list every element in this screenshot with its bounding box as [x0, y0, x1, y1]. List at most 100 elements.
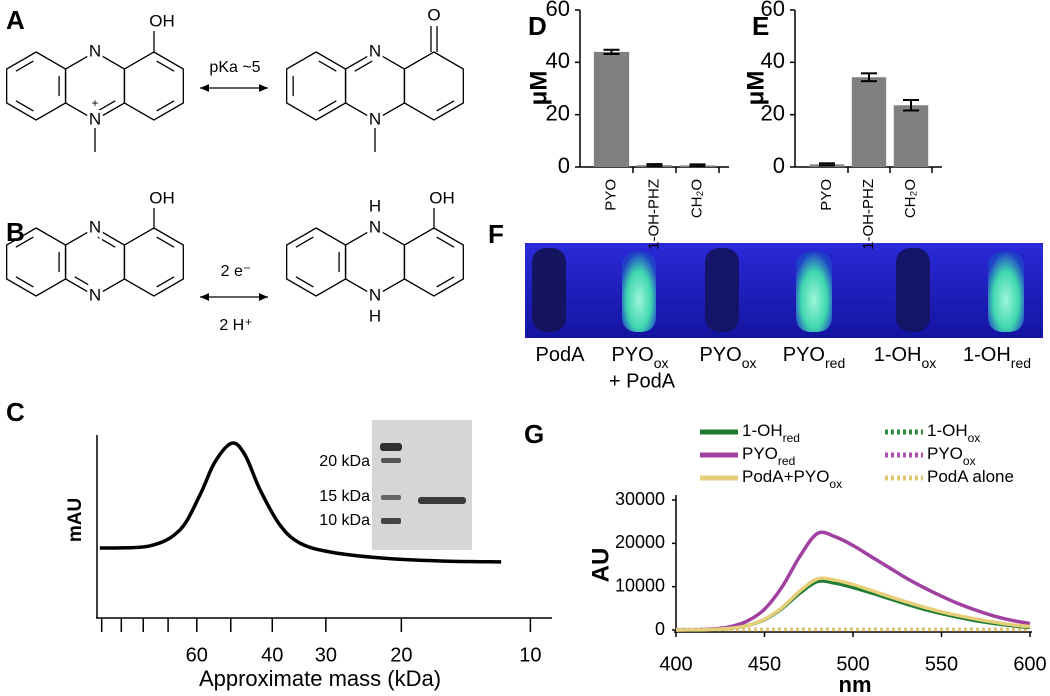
y-axis-label: mAU	[65, 498, 86, 542]
double-bond	[97, 236, 116, 248]
x-tick-label: PYO	[602, 179, 619, 211]
double-bond	[156, 276, 175, 288]
ring	[286, 227, 347, 297]
tube-label-line2: + PodA	[609, 370, 676, 392]
gel-marker-label: 20 kDa	[319, 453, 370, 470]
double-bond	[295, 236, 314, 248]
ring	[123, 51, 184, 121]
atom-label: N	[369, 109, 381, 128]
atom-label: H	[369, 196, 381, 215]
atom-label: N	[369, 41, 381, 60]
ring	[286, 51, 347, 121]
x-tick-label: 30	[315, 644, 337, 666]
y-axis-label: μM	[742, 71, 769, 106]
double-bond	[15, 100, 34, 112]
atom-label: O	[427, 5, 440, 24]
atom-label: H	[369, 306, 381, 325]
x-tick-label: 500	[836, 653, 869, 675]
x-tick-label: 40	[261, 644, 283, 666]
y-tick-label: 10000	[615, 575, 665, 595]
atom-label: N	[369, 285, 381, 304]
x-tick-label: 400	[659, 653, 692, 675]
arrow-label: 2 e⁻	[221, 263, 252, 280]
arrow-label: pKa ~5	[209, 59, 260, 76]
legend-label: PodA+PYOox	[742, 467, 842, 491]
y-tick-label: 60	[546, 0, 570, 21]
double-bond	[156, 236, 175, 248]
y-tick-label: 60	[761, 0, 785, 21]
tube-label-text: PYO	[783, 344, 825, 366]
charge-label: +	[91, 96, 98, 110]
atom-label: OH	[429, 188, 455, 207]
x-tick-label: 20	[390, 644, 412, 666]
y-tick-label: 0	[558, 153, 570, 178]
y-axis-label: AU	[587, 548, 614, 583]
y-tick-label: 20000	[615, 532, 665, 552]
bar	[893, 105, 929, 167]
tube-photo	[525, 243, 1043, 338]
x-axis-label: Approximate mass (kDa)	[199, 666, 441, 691]
double-bond	[15, 276, 34, 288]
double-bond	[295, 276, 314, 288]
double-bond	[354, 60, 373, 72]
x-tick-label: 1-OH-PHZ	[645, 179, 662, 250]
tube-label-text: 1-OH	[874, 344, 922, 366]
tube-label: 1-OHred	[963, 344, 1031, 370]
y-tick-label: 0	[773, 153, 785, 178]
x-tick-label: CH₂O	[688, 179, 705, 218]
legend-label: PYOred	[742, 444, 795, 468]
legend-label: PYOox	[927, 444, 976, 468]
x-axis-label: nm	[839, 672, 872, 696]
panel-label: G	[524, 419, 544, 449]
legend-name: PodA+PYO	[742, 467, 829, 486]
legend-subscript: red	[783, 431, 800, 445]
double-bond	[318, 100, 337, 112]
y-tick-label: 40	[761, 48, 785, 73]
double-bond	[97, 100, 116, 112]
x-tick-label: 1-OH-PHZ	[860, 179, 877, 250]
legend-subscript: ox	[963, 454, 976, 468]
legend-name: PodA alone	[927, 467, 1014, 486]
data-line	[99, 441, 502, 564]
tube-label-subscript: ox	[742, 355, 757, 371]
data-line	[675, 530, 1031, 632]
panel-label: D	[528, 11, 547, 41]
arrow-label: 2 H⁺	[219, 317, 252, 334]
x-tick-label: 450	[748, 653, 781, 675]
gel-marker-label: 10 kDa	[319, 512, 370, 529]
tube-label-subscript: ox	[654, 355, 669, 371]
atom-label: OH	[149, 188, 175, 207]
atom-label: N	[89, 41, 101, 60]
atom-label: N	[89, 285, 101, 304]
tube-label: PYOred	[783, 344, 845, 370]
panel-label: C	[6, 397, 25, 427]
tube-label-text: PYO	[699, 344, 741, 366]
tube-label: PYOox	[699, 344, 756, 370]
panel-label: E	[752, 11, 769, 41]
double-bond	[156, 100, 175, 112]
double-bond	[15, 60, 34, 72]
atom-label: N	[369, 217, 381, 236]
atom-label: N	[89, 109, 101, 128]
double-bond	[436, 236, 455, 248]
tube-label: PYOox	[611, 344, 668, 370]
tube-label-subscript: ox	[922, 355, 937, 371]
x-tick-label: CH₂O	[902, 179, 919, 218]
y-tick-label: 40	[546, 48, 570, 73]
panel-label: B	[6, 217, 25, 247]
tube-label: PodA	[536, 344, 586, 366]
legend-name: PYO	[742, 444, 778, 463]
ring	[403, 51, 464, 121]
panel-label: A	[6, 5, 25, 35]
data-line	[675, 576, 1031, 632]
double-bond	[318, 60, 337, 72]
legend-name: 1-OH	[742, 421, 783, 440]
legend-name: PYO	[927, 444, 963, 463]
x-tick-label: PYO	[818, 179, 835, 211]
bar	[851, 77, 887, 167]
atom-label: OH	[149, 11, 175, 30]
double-bond	[15, 236, 34, 248]
structures	[6, 26, 464, 301]
